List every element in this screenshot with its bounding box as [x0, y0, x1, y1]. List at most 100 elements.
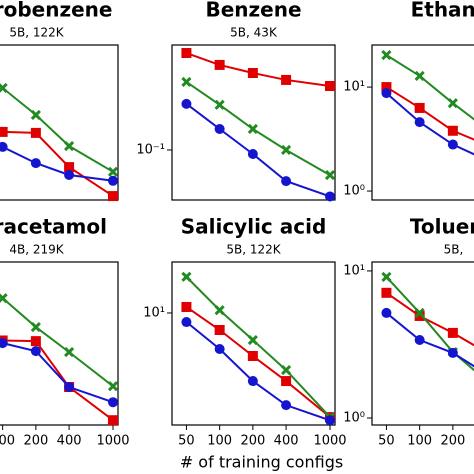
marker — [414, 102, 425, 113]
panel-subtitle: 4B, 219K — [9, 243, 64, 257]
y-tick-label: 10¹ — [343, 263, 365, 278]
series-line — [185, 103, 331, 198]
series-line — [185, 306, 331, 418]
marker — [281, 365, 292, 376]
y-tick-label: 10¹ — [143, 305, 165, 320]
series-line — [185, 81, 331, 176]
series-line — [186, 52, 331, 87]
y-tick-label: 10⁻¹ — [136, 142, 165, 157]
marker — [324, 170, 336, 181]
series-line — [385, 54, 474, 121]
panel-title: Benzene — [205, 0, 301, 22]
plot-frame — [0, 261, 119, 426]
marker — [447, 327, 458, 338]
panel-subtitle: 5B, 43K — [230, 26, 278, 40]
marker — [381, 88, 392, 99]
marker — [381, 287, 392, 298]
panel-subtitle: 5B, 122K — [226, 243, 281, 257]
marker — [0, 82, 8, 94]
marker — [64, 162, 75, 173]
marker — [214, 123, 225, 134]
marker — [281, 144, 292, 156]
marker — [281, 176, 292, 187]
series-line — [185, 321, 331, 422]
x-tick-label: 200 — [440, 434, 465, 449]
marker — [414, 70, 425, 82]
marker — [247, 350, 258, 361]
marker — [181, 271, 192, 282]
marker — [414, 307, 425, 318]
panel-title: Salicylic acid — [181, 215, 327, 239]
marker — [107, 175, 118, 186]
x-tick-label: 100 — [207, 434, 232, 449]
panel-title: Toluene — [410, 215, 474, 239]
marker — [64, 382, 75, 393]
marker — [64, 347, 75, 358]
x-tick-label: 1000 — [96, 434, 129, 449]
marker — [107, 397, 118, 408]
y-tick-label: 10¹ — [343, 80, 365, 95]
series-line — [385, 291, 474, 347]
y-tick-label: 10⁰ — [343, 184, 365, 199]
panel-title: Nitrobenzene — [0, 0, 112, 22]
marker — [0, 338, 8, 349]
marker — [447, 347, 458, 358]
series-line — [385, 92, 474, 156]
x-tick-label: 200 — [240, 434, 265, 449]
marker — [181, 76, 192, 88]
marker — [447, 139, 458, 150]
marker — [30, 321, 41, 333]
x-tick-label: 1000 — [313, 434, 346, 449]
marker — [181, 48, 192, 59]
plot-frame — [371, 261, 474, 426]
plot-frame — [0, 44, 119, 201]
series-line — [0, 339, 114, 422]
marker — [64, 140, 75, 152]
marker — [30, 158, 41, 169]
marker — [30, 346, 41, 357]
x-tick-label: 200 — [23, 434, 48, 449]
x-tick-label: 400 — [57, 434, 82, 449]
plot-frame — [371, 44, 474, 201]
marker — [381, 82, 392, 93]
y-tick-label: 10⁰ — [343, 410, 365, 425]
marker — [324, 80, 335, 91]
x-tick-label: 50 — [178, 434, 195, 449]
marker — [414, 335, 425, 346]
marker — [64, 169, 75, 180]
marker — [181, 98, 192, 109]
series-line — [0, 145, 114, 182]
marker — [414, 310, 425, 321]
marker — [214, 343, 225, 354]
panel-title: Paracetamol — [0, 215, 107, 239]
marker — [381, 50, 392, 61]
marker — [247, 334, 258, 346]
panel-title: Ethanol — [411, 0, 474, 22]
marker — [214, 305, 225, 316]
marker — [381, 307, 392, 318]
marker — [0, 126, 8, 137]
marker — [181, 301, 192, 312]
marker — [247, 376, 258, 387]
x-tick-label: 100 — [407, 434, 432, 449]
plot-frame — [171, 261, 336, 426]
marker — [281, 376, 292, 387]
marker — [214, 325, 225, 336]
marker — [324, 191, 335, 202]
marker — [447, 98, 458, 109]
marker — [107, 166, 119, 177]
series-line — [185, 276, 331, 418]
marker — [214, 59, 225, 70]
marker — [214, 99, 225, 110]
marker — [30, 336, 41, 347]
plot-frame — [171, 44, 336, 201]
x-axis-label: # of training configs — [180, 453, 343, 472]
marker — [414, 117, 425, 128]
marker — [0, 293, 8, 304]
marker — [381, 271, 392, 283]
marker — [107, 191, 118, 202]
series-line — [385, 276, 474, 372]
marker — [447, 125, 458, 136]
marker — [324, 415, 335, 426]
